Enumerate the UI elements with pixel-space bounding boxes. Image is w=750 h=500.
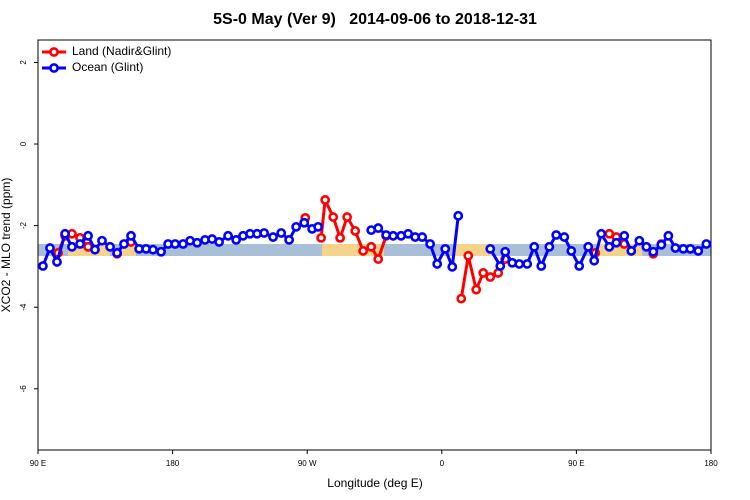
data-point (417, 232, 428, 242)
data-point (544, 241, 555, 252)
x-tick-label: 90 E (30, 459, 46, 468)
y-tick-label: 2 (19, 60, 28, 65)
data-point (611, 237, 622, 248)
data-point (463, 250, 474, 261)
data-point (514, 259, 525, 269)
data-point (440, 243, 451, 254)
data-point (276, 228, 287, 238)
x-axis-label: Longitude (deg E) (327, 476, 422, 490)
data-point (328, 212, 339, 222)
data-point (97, 235, 107, 246)
data-point (456, 293, 467, 304)
x-tick-label: 90 W (298, 459, 317, 468)
data-point (574, 261, 585, 271)
y-tick-label: -2 (19, 222, 28, 230)
data-point (170, 239, 181, 249)
data-point (313, 221, 324, 232)
data-point (38, 261, 48, 271)
y-axis-label: XCO2 - MLO trend (ppm) (0, 178, 13, 313)
data-point (648, 246, 659, 257)
data-point (342, 212, 353, 222)
data-point (566, 246, 577, 256)
data-point (119, 239, 129, 249)
x-tick-label: 180 (704, 459, 718, 468)
x-tick-label: 0 (440, 459, 445, 468)
data-point (291, 221, 302, 232)
data-point (529, 241, 540, 252)
data-point (156, 246, 166, 257)
y-tick-label: -4 (19, 303, 28, 311)
data-point (626, 246, 637, 256)
data-point (388, 230, 399, 241)
data-point (299, 217, 310, 228)
data-point (268, 232, 279, 242)
data-point (148, 244, 158, 255)
legend-marker (49, 47, 59, 57)
data-point (366, 241, 377, 252)
data-point (485, 243, 496, 254)
x-tick-label: 180 (166, 459, 180, 468)
data-point (471, 284, 482, 295)
data-point (60, 228, 70, 239)
data-point (320, 195, 331, 205)
y-tick-label: 0 (19, 141, 28, 146)
data-point (701, 239, 712, 249)
data-point (214, 237, 225, 247)
chart-title: 5S-0 May (Ver 9) 2014-09-06 to 2018-12-3… (213, 11, 537, 28)
data-point (685, 243, 696, 254)
data-point (670, 243, 681, 253)
data-point (373, 223, 384, 233)
data-point (75, 239, 85, 249)
legend: Land (Nadir&Glint) Ocean (Glint) (42, 44, 171, 74)
data-point (358, 246, 369, 256)
data-point (192, 237, 203, 248)
data-point (45, 243, 55, 253)
legend-label: Ocean (Glint) (72, 60, 143, 74)
data-point (551, 230, 562, 240)
data-point (90, 244, 100, 255)
data-point (559, 232, 570, 242)
data-point (52, 257, 62, 267)
data-point (284, 235, 295, 245)
data-point (536, 261, 547, 271)
y-tick-label: -6 (19, 385, 28, 393)
data-point (259, 228, 270, 238)
data-point (335, 232, 346, 243)
data-point (67, 241, 77, 252)
data-point (583, 241, 594, 252)
legend-label: Land (Nadir&Glint) (72, 44, 171, 58)
data-point (656, 239, 667, 250)
data-point (663, 230, 674, 241)
data-point (126, 230, 136, 241)
data-point (478, 268, 489, 278)
data-point (641, 241, 652, 252)
data-point (350, 226, 361, 236)
data-point (447, 261, 458, 272)
data-point (522, 259, 533, 269)
data-point (634, 235, 645, 246)
data-point (373, 254, 384, 264)
data-point (112, 248, 123, 258)
data-point (619, 230, 630, 241)
data-point (495, 261, 506, 271)
data-point (693, 246, 704, 256)
legend-marker (49, 63, 59, 73)
data-point (425, 239, 436, 249)
data-point (105, 241, 115, 252)
data-point (83, 230, 94, 241)
data-point (453, 210, 464, 221)
data-point (485, 272, 496, 282)
data-point (604, 241, 615, 252)
data-point (231, 235, 242, 245)
data-point (316, 232, 327, 243)
x-tick-label: 90 E (568, 459, 584, 468)
data-point (432, 259, 443, 269)
data-point (596, 228, 607, 239)
data-point (500, 246, 511, 257)
data-point (589, 255, 600, 266)
data-point (223, 230, 233, 241)
